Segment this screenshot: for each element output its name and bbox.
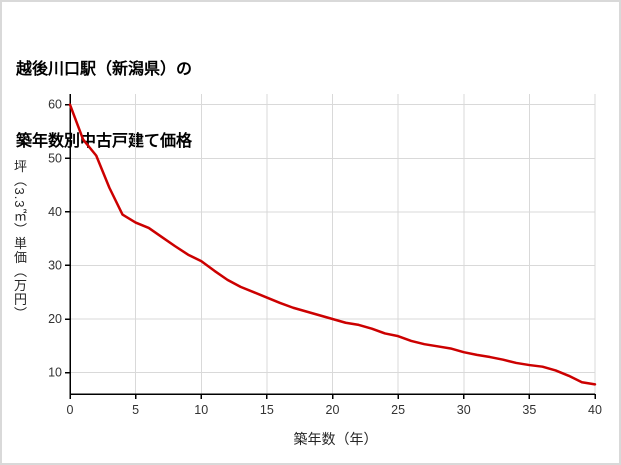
x-tick-label: 25 (391, 403, 405, 417)
plot-area: 0 5 10 15 20 25 30 35 40 10 20 30 40 50 60 (48, 94, 602, 417)
x-tick-label: 20 (326, 403, 340, 417)
x-tick-label: 40 (588, 403, 602, 417)
y-tick-label: 40 (48, 205, 62, 219)
y-tick-label: 10 (48, 366, 62, 380)
y-tick-label: 60 (48, 98, 62, 112)
y-tick-label: 30 (48, 258, 62, 272)
x-tick-label: 0 (67, 403, 74, 417)
y-axis-title: 坪（3.3㎡）単価（万円） (12, 159, 27, 321)
axes (65, 94, 596, 399)
y-tick-label: 50 (48, 151, 62, 165)
x-tick-label: 30 (457, 403, 471, 417)
data-line (68, 103, 597, 386)
x-tick-label: 15 (260, 403, 274, 417)
x-axis-title: 築年数（年） (293, 431, 378, 447)
x-tick-label: 5 (132, 403, 139, 417)
x-tick-label: 10 (194, 403, 208, 417)
chart-title: 越後川口駅（新潟県）の 築年数別中古戸建て価格 (16, 10, 192, 202)
chart-title-line-2: 築年数別中古戸建て価格 (16, 133, 193, 150)
chart-title-line-1: 越後川口駅（新潟県）の (16, 61, 193, 78)
gridlines (70, 94, 596, 394)
y-tick-label: 20 (48, 312, 62, 326)
x-tick-label: 35 (522, 403, 536, 417)
tick-labels: 0 5 10 15 20 25 30 35 40 10 20 30 40 50 60 (48, 98, 602, 417)
